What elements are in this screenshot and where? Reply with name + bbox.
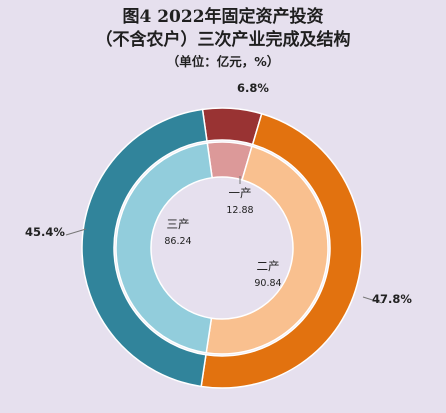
inner-value-label-2: 90.84	[254, 278, 281, 289]
outer-pct-label-1: 6.8%	[237, 81, 269, 95]
outer-slice-3	[81, 108, 208, 388]
inner-slice-3	[115, 142, 213, 354]
chart-title-line-1: 图4 2022年固定资产投资	[122, 7, 324, 27]
inner-category-label-1: 一产	[229, 186, 252, 200]
inner-ring	[115, 141, 329, 355]
chart-title-line-2: （不含农户）三次产业完成及结构	[95, 30, 351, 50]
outer-slice-2	[200, 112, 363, 389]
outer-leader-line-3	[65, 228, 87, 236]
outer-leader-line-2	[362, 296, 383, 304]
inner-category-label-2: 二产	[257, 259, 280, 273]
label-leader-lines	[65, 176, 383, 304]
outer-ring	[81, 107, 363, 389]
chart-unit-label: （单位：亿元，%）	[166, 54, 280, 69]
data-labels: 6.8% 47.8% 45.4% 一产 12.88 二产 90.84 三产 86.24	[25, 81, 412, 306]
inner-category-label-3: 三产	[167, 217, 190, 231]
inner-slice-2	[205, 145, 329, 355]
inner-value-label-1: 12.88	[226, 205, 253, 216]
outer-pct-label-3: 45.4%	[25, 225, 65, 239]
chart-title-block: 图4 2022年固定资产投资 （不含农户）三次产业完成及结构 （单位：亿元，%）	[0, 6, 446, 72]
outer-slice-1	[201, 107, 263, 146]
outer-pct-label-2: 47.8%	[372, 292, 412, 306]
inner-value-label-3: 86.24	[164, 236, 191, 247]
